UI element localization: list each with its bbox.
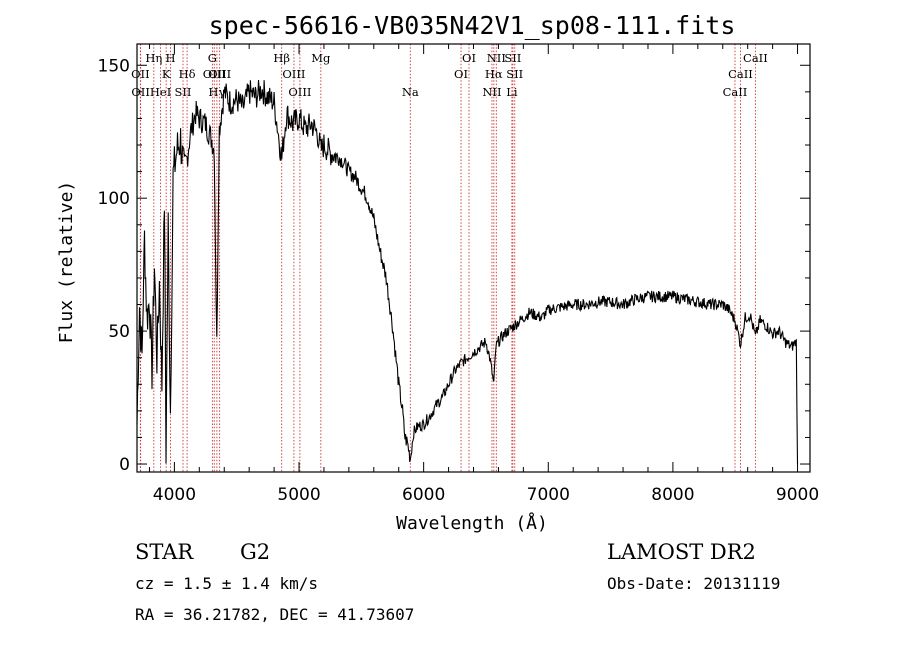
x-tick-label: 5000 [277,485,320,505]
y-tick-label: 100 [98,189,130,209]
line-marker-label: OI [454,67,468,81]
line-markers [139,44,756,472]
line-marker-label: SII [504,51,521,65]
obs-date: Obs-Date: 20131119 [607,574,780,593]
line-marker-label: Hβ [273,51,290,65]
x-tick-label: 8000 [651,485,694,505]
line-marker-label: OIII [288,85,311,99]
line-marker-labels: OIIOIIHηHeIKHSIIHδGOIIIHγOIIIHβOIIIOIIIM… [131,51,768,99]
line-marker-label: OIII [282,67,305,81]
line-marker-label: OIII [208,67,231,81]
survey-name: LAMOST DR2 [607,540,756,564]
axis-tick-labels: 4000 5000 6000 7000 8000 9000 0 50 100 150 [98,56,820,505]
spectrum-line [136,80,799,465]
line-marker-label: Hα [485,67,503,81]
line-marker-label: G [208,51,217,65]
line-marker-label: Na [402,85,419,99]
line-marker-label: CaII [723,85,748,99]
line-marker-label: HeI [150,85,171,99]
line-marker-label: CaII [743,51,768,65]
line-marker-label: Hη [145,51,162,65]
line-marker-label: CaII [728,67,753,81]
line-marker-label: OIII [203,67,226,81]
line-marker-label: NII [487,51,506,65]
y-tick-label: 0 [119,455,130,475]
line-marker-label: SII [175,85,192,99]
coordinates-text: RA = 36.21782, DEC = 41.73607 [135,605,414,624]
line-marker-label: Hγ [208,85,225,99]
line-marker-label: SII [506,67,523,81]
line-marker-label: Hδ [179,67,196,81]
x-axis-label: Wavelength (Å) [396,512,548,534]
x-tick-label: 4000 [153,485,196,505]
line-marker-label: OII [131,67,150,81]
line-marker-label: Mg [311,51,331,65]
spectrum-series [136,80,799,465]
y-tick-label: 50 [108,322,130,342]
line-marker-label: H [166,51,176,65]
y-axis-label: Flux (relative) [56,181,77,344]
line-marker-label: OI [462,51,476,65]
subclass: G2 [240,540,270,564]
line-marker-label: K [162,67,171,81]
y-tick-label: 150 [98,56,130,76]
redshift-text: cz = 1.5 ± 1.4 km/s [135,574,318,593]
axis-ticks [137,44,810,472]
line-marker-label: OII [131,85,150,99]
x-tick-label: 7000 [527,485,570,505]
chart-title: spec-56616-VB035N42V1_sp08-111.fits [209,11,736,40]
line-marker-label: NII [482,85,501,99]
x-tick-label: 6000 [402,485,445,505]
object-class: STAR [135,540,194,564]
x-tick-label: 9000 [776,485,819,505]
line-marker-label: Li [506,85,518,99]
